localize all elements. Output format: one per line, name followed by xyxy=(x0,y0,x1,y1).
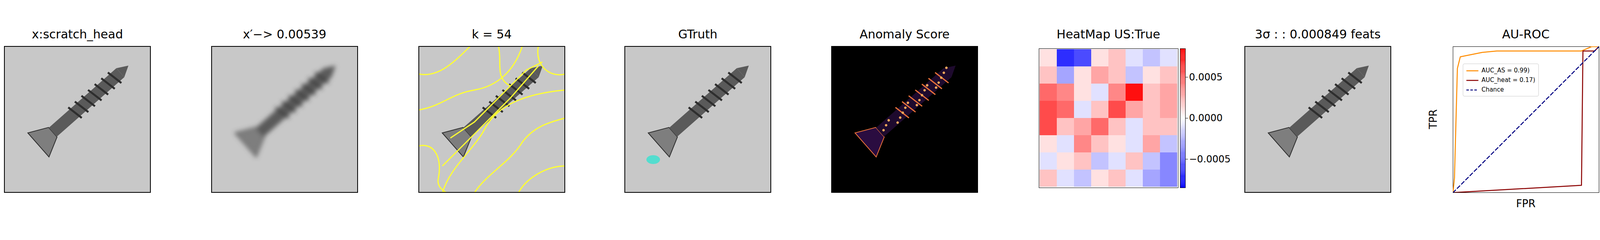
html-text:AUC_AS = 0.99): AUC_AS = 0.99) xyxy=(1481,66,1530,74)
html-text:x:scratch_head: x:scratch_head xyxy=(31,27,123,42)
html-text:TPR: TPR xyxy=(1427,109,1440,129)
html-text:FPR: FPR xyxy=(1516,197,1536,210)
html-text:AUC_heat = 0.17): AUC_heat = 0.17) xyxy=(1481,76,1536,84)
html-text:x′−> 0.00539: x′−> 0.00539 xyxy=(242,27,327,42)
svg-text:0.0005: 0.0005 xyxy=(1189,71,1223,83)
html-text:GTruth: GTruth xyxy=(678,27,718,42)
html-text:HeatMap US:True: HeatMap US:True xyxy=(1056,27,1161,42)
svg-text:0.0000: 0.0000 xyxy=(1189,112,1223,124)
html-text:Anomaly Score: Anomaly Score xyxy=(859,27,950,42)
html-text:3σ : : 0.000849 feats: 3σ : : 0.000849 feats xyxy=(1254,27,1381,42)
html-text:k = 54: k = 54 xyxy=(471,27,512,42)
svg-text:−0.0005: −0.0005 xyxy=(1189,153,1231,165)
html-text:AU-ROC: AU-ROC xyxy=(1502,27,1550,42)
html-text:Chance: Chance xyxy=(1481,86,1504,94)
